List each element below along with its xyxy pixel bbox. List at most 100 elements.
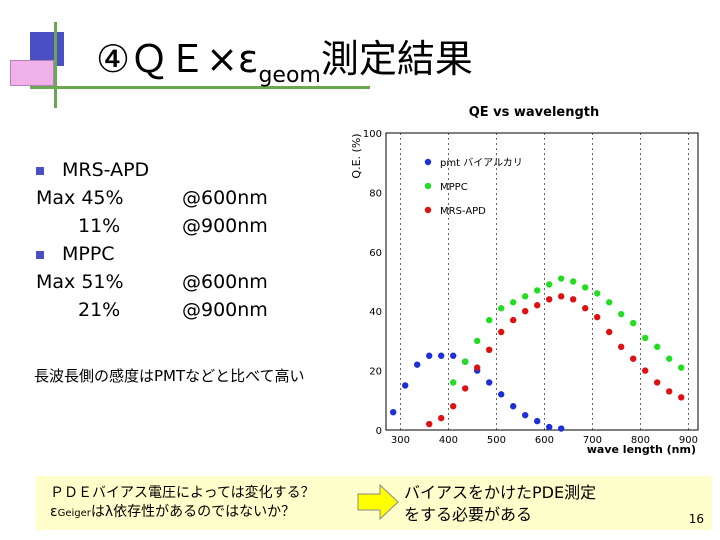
x-tick-label: 900 <box>679 435 698 446</box>
data-point <box>678 364 685 371</box>
data-point <box>510 299 517 306</box>
mppc-max: Max 51% <box>36 271 124 293</box>
decor-pink-square <box>10 60 54 86</box>
data-point <box>522 411 529 419</box>
data-point <box>666 355 673 362</box>
apd-low-at: @900nm <box>182 215 268 237</box>
data-point <box>474 337 481 345</box>
data-point <box>462 385 469 392</box>
data-point <box>606 299 613 306</box>
data-point <box>666 388 673 395</box>
data-point <box>594 313 601 321</box>
data-point <box>630 355 637 362</box>
mppc-low-at: @900nm <box>182 299 268 321</box>
data-point <box>594 290 601 297</box>
apd-max: Max 45% <box>36 187 124 209</box>
data-point <box>534 417 541 425</box>
data-point <box>438 352 445 359</box>
box-left-line2: εGeigerはλ依存性があるのではないか？ <box>50 503 315 523</box>
box-right-line2: をする必要がある <box>404 505 533 524</box>
data-point <box>630 319 637 327</box>
data-point <box>498 391 505 398</box>
data-point <box>414 361 421 368</box>
chart-legend: pmt バイアルカリ MPPC MRS-APD <box>424 157 523 217</box>
data-point <box>390 408 397 416</box>
data-point <box>546 423 553 431</box>
data-point <box>534 287 541 294</box>
data-point <box>606 328 613 336</box>
x-tick-label: 800 <box>631 435 650 446</box>
data-point <box>486 346 493 354</box>
data-point <box>642 334 649 342</box>
chart-title: QE vs wavelength <box>469 105 600 120</box>
data-point <box>498 328 505 336</box>
data-point <box>486 379 493 386</box>
legend-marker <box>424 182 432 190</box>
box-left-line2-rest: はλ依存性があるのではないか？ <box>90 504 296 520</box>
bullet-square-icon <box>36 251 44 259</box>
data-point <box>582 305 589 312</box>
legend-marker <box>424 206 432 214</box>
data-point <box>522 293 529 300</box>
box-right-line1: バイアスをかけたPDE測定 <box>404 483 597 502</box>
apd-label: MRS-APD <box>62 159 150 181</box>
data-point <box>582 284 589 291</box>
mppc-label: MPPC <box>62 243 115 265</box>
data-point <box>450 352 457 359</box>
data-points <box>390 275 685 432</box>
data-point <box>618 310 625 318</box>
data-point <box>546 281 553 288</box>
box-left-text: ＰＤＥバイアス電圧によっては変化する？ εGeigerはλ依存性があるのではない… <box>50 484 315 523</box>
data-point <box>498 305 505 312</box>
y-tick-label: 80 <box>369 188 382 199</box>
y-tick-label: 60 <box>369 248 382 259</box>
y-tick-label: 20 <box>369 367 382 378</box>
x-tick-label: 500 <box>487 435 506 446</box>
legend-label: pmt バイアルカリ <box>440 157 523 169</box>
mppc-max-at: @600nm <box>182 271 268 293</box>
data-point <box>474 364 481 371</box>
x-axis-ticks: 300 400 500 600 700 800 900 <box>391 435 698 446</box>
slide-title: ④ＱＥ×εgeom測定結果 <box>96 28 473 88</box>
legend-marker <box>424 158 432 166</box>
data-point <box>510 403 517 410</box>
y-tick-label: 100 <box>363 129 382 140</box>
data-point <box>558 425 565 432</box>
data-point <box>570 296 577 303</box>
data-point <box>438 414 445 422</box>
x-tick-label: 600 <box>535 435 554 446</box>
geiger-subscript: Geiger <box>57 508 91 519</box>
data-point <box>486 316 493 324</box>
y-tick-label: 40 <box>369 307 382 318</box>
data-point <box>654 379 661 386</box>
title-tail: 測定結果 <box>320 37 473 81</box>
data-point <box>426 420 433 428</box>
grid-lines <box>400 133 689 430</box>
x-tick-label: 400 <box>439 435 458 446</box>
apd-low: 11% <box>78 215 121 237</box>
legend-label: MRS-APD <box>440 206 486 217</box>
box-right-text: バイアスをかけたPDE測定 をする必要がある <box>404 482 596 526</box>
x-tick-label: 300 <box>391 435 410 446</box>
data-point <box>618 343 625 351</box>
data-point <box>450 403 457 410</box>
apd-max-at: @600nm <box>182 187 268 209</box>
data-point <box>450 379 457 386</box>
sensitivity-note: 長波長側の感度はPMTなどと比べて高い <box>34 367 305 385</box>
mppc-low: 21% <box>78 299 121 321</box>
data-point <box>570 278 577 285</box>
data-point <box>522 308 529 315</box>
y-axis-label: Q.E. (%) <box>350 133 363 178</box>
decor-vertical-line <box>54 22 57 108</box>
y-axis-ticks: 0 20 40 60 80 100 <box>363 129 382 437</box>
data-point <box>558 275 565 282</box>
data-point <box>642 367 649 374</box>
data-point <box>534 302 541 309</box>
qe-chart: QE vs wavelength 0 20 40 60 80 100 300 400 500 6… <box>350 105 699 456</box>
data-point <box>510 316 517 324</box>
legend-label: MPPC <box>440 182 468 193</box>
plot-frame <box>385 132 699 431</box>
data-point <box>654 343 661 351</box>
y-tick-label: 0 <box>376 426 382 437</box>
decor-horizontal-line <box>30 86 370 89</box>
